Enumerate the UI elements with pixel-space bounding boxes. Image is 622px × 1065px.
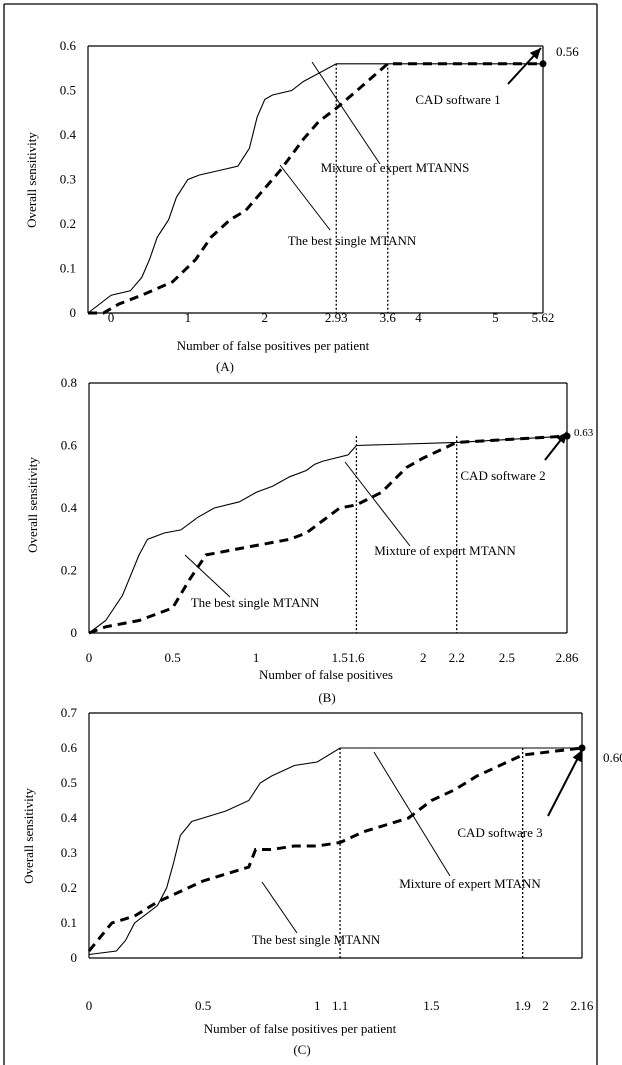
chart-panel-1: 0 0.2 0.4 0.6 0.8 0 0.5 1 1.5 1.6 2 2.2 2.5 2.86 Overa… bbox=[25, 375, 594, 705]
y-tick-label: 0.4 bbox=[61, 500, 78, 515]
mixture-leader-line bbox=[344, 461, 411, 547]
y-tick-label: 0.4 bbox=[60, 127, 77, 142]
x-tick-label: 1.5 bbox=[423, 998, 439, 1013]
mixture-mtann-curve bbox=[87, 63, 543, 314]
x-tick-label: 2.5 bbox=[499, 650, 515, 665]
y-tick-label: 0.4 bbox=[61, 810, 78, 825]
cad-endpoint-marker bbox=[578, 744, 586, 752]
y-tick-label: 0.6 bbox=[60, 38, 77, 53]
y-axis-label: Overall sensitivity bbox=[25, 457, 40, 553]
single-annotation: The best single MTANN bbox=[288, 233, 417, 248]
y-tick-label: 0.1 bbox=[61, 915, 77, 930]
x-tick-label: 1 bbox=[253, 650, 260, 665]
mixture-mtann-curve bbox=[88, 435, 568, 634]
y-tick-label: 0.3 bbox=[60, 172, 76, 187]
y-tick-label: 0.8 bbox=[61, 375, 77, 390]
x-tick-label: 1 bbox=[314, 998, 321, 1013]
end-value-label: 0.56 bbox=[556, 44, 579, 59]
cad-arrow-shaft bbox=[547, 749, 583, 817]
y-tick-label: 0.6 bbox=[61, 438, 78, 453]
x-tick-label: 0.5 bbox=[164, 650, 180, 665]
y-axis-label: Overall sensitivity bbox=[24, 132, 39, 228]
x-tick-label: 0 bbox=[86, 650, 93, 665]
x-tick-label: 1 bbox=[185, 310, 192, 325]
y-tick-label: 0.5 bbox=[60, 83, 76, 98]
chart-panel-0: 0 0.1 0.2 0.3 0.4 0.5 0.6 0 1 2 2.93 3.6 4 5 5.62 Overa… bbox=[24, 38, 579, 374]
y-tick-label: 0.2 bbox=[61, 563, 77, 578]
mixture-leader-line bbox=[373, 751, 451, 877]
mixture-annotation: Mixture of expert MTANNS bbox=[321, 160, 470, 175]
x-tick-label: 5.62 bbox=[532, 310, 555, 325]
y-tick-label: 0.1 bbox=[60, 261, 76, 276]
y-tick-label: 0.2 bbox=[61, 880, 77, 895]
x-tick-label: 4 bbox=[415, 310, 422, 325]
y-tick-label: 0.6 bbox=[61, 740, 78, 755]
x-tick-label: 2 bbox=[542, 998, 549, 1013]
cad-annotation: CAD software 2 bbox=[460, 468, 545, 483]
cad-arrow-head bbox=[572, 750, 582, 763]
y-tick-label: 0 bbox=[71, 625, 78, 640]
end-value-label: 0.60 bbox=[603, 750, 622, 765]
y-tick-label: 0.5 bbox=[61, 775, 77, 790]
chart-panel-2: 0 0.1 0.2 0.3 0.4 0.5 0.6 0.7 0 0.5 1 1.1 1.5 1.9 2 2.1… bbox=[21, 705, 622, 1057]
single-leader-line bbox=[184, 554, 231, 598]
panel-caption: (C) bbox=[293, 1042, 310, 1057]
y-tick-label: 0.2 bbox=[60, 216, 76, 231]
single-leader-line bbox=[261, 881, 298, 934]
cad-endpoint-marker bbox=[539, 60, 547, 68]
x-tick-label: 2.16 bbox=[571, 998, 594, 1013]
x-tick-label: 2.2 bbox=[449, 650, 465, 665]
y-tick-label: 0.3 bbox=[61, 845, 77, 860]
x-tick-label: 5 bbox=[492, 310, 499, 325]
cad-annotation: CAD software 3 bbox=[457, 825, 542, 840]
mixture-annotation: Mixture of expert MTANN bbox=[399, 876, 541, 891]
single-annotation: The best single MTANN bbox=[252, 932, 381, 947]
x-tick-label: 3.6 bbox=[380, 310, 397, 325]
x-tick-label: 0 bbox=[108, 310, 115, 325]
x-tick-label: 2 bbox=[420, 650, 427, 665]
cad-arrow-head bbox=[529, 48, 541, 60]
x-tick-label: 2.93 bbox=[325, 310, 348, 325]
x-tick-label: 1.1 bbox=[332, 998, 348, 1013]
panel-caption: (A) bbox=[216, 359, 234, 374]
x-axis-label: Number of false positives bbox=[259, 667, 393, 682]
cad-annotation: CAD software 1 bbox=[415, 92, 500, 107]
x-tick-label: 0 bbox=[86, 998, 93, 1013]
single-annotation: The best single MTANN bbox=[191, 595, 320, 610]
x-axis-label: Number of false positives per patient bbox=[204, 1021, 397, 1036]
x-tick-label: 1.9 bbox=[515, 998, 531, 1013]
x-tick-label: 2.86 bbox=[556, 650, 579, 665]
y-tick-label: 0 bbox=[70, 305, 77, 320]
y-tick-label: 0.7 bbox=[61, 705, 78, 720]
end-value-label: 0.63 bbox=[574, 427, 594, 439]
y-tick-label: 0 bbox=[71, 950, 78, 965]
mixture-leader-line bbox=[311, 61, 381, 165]
x-axis-label: Number of false positives per patient bbox=[177, 338, 370, 353]
cad-arrow-head bbox=[556, 432, 567, 444]
y-axis-label: Overall sensitivity bbox=[21, 788, 36, 884]
mixture-annotation: Mixture of expert MTANN bbox=[374, 543, 516, 558]
panel-caption: (B) bbox=[318, 690, 335, 705]
mixture-mtann-curve bbox=[88, 747, 582, 956]
x-tick-label: 0.5 bbox=[195, 998, 211, 1013]
single-mtann-curve bbox=[88, 62, 543, 315]
single-leader-line bbox=[279, 164, 331, 231]
single-mtann-curve bbox=[87, 746, 583, 952]
x-tick-label: 2 bbox=[262, 310, 269, 325]
x-tick-label: 1.6 bbox=[348, 650, 365, 665]
single-mtann-curve bbox=[88, 434, 568, 635]
x-tick-label: 1.5 bbox=[332, 650, 348, 665]
